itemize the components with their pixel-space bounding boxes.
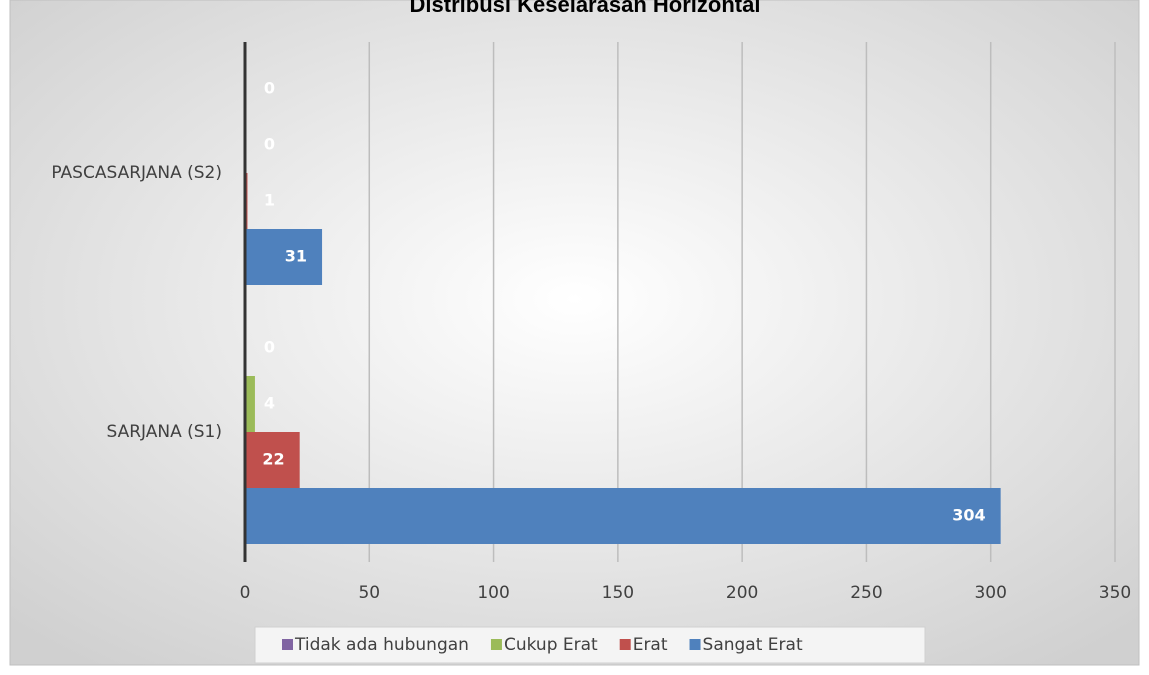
chart-title: Distribusi Keselarasan Horizontal bbox=[410, 0, 761, 17]
legend-label: Cukup Erat bbox=[504, 635, 598, 655]
legend-swatch bbox=[282, 639, 293, 650]
data-label: 1 bbox=[264, 191, 275, 210]
x-tick-label: 100 bbox=[477, 583, 509, 603]
legend-swatch bbox=[490, 639, 502, 650]
bars: PASCASARJANA (S2) 0 0 1 31 SARJANA (S1) 0 4 22 30… bbox=[51, 79, 1001, 544]
bar bbox=[245, 432, 300, 488]
y-tick-label: PASCASARJANA (S2) bbox=[51, 163, 222, 183]
x-tick-label: 300 bbox=[974, 583, 1006, 603]
data-label: 0 bbox=[264, 79, 275, 98]
x-tick-label: 250 bbox=[850, 583, 882, 603]
data-label: 22 bbox=[262, 450, 284, 469]
legend-swatch bbox=[689, 639, 701, 650]
bar bbox=[245, 488, 1001, 544]
data-label: 4 bbox=[264, 394, 275, 413]
grid: 0 50 100 150 200 250 300 350 bbox=[240, 42, 1131, 603]
data-label: 0 bbox=[264, 135, 275, 154]
x-tick-label: 200 bbox=[726, 583, 758, 603]
x-tick-label: 0 bbox=[240, 583, 251, 603]
x-tick-label: 350 bbox=[1099, 583, 1131, 603]
legend-label: Erat bbox=[633, 635, 668, 655]
legend-swatch bbox=[619, 639, 631, 650]
bar bbox=[245, 229, 323, 285]
legend-label: Sangat Erat bbox=[703, 635, 803, 655]
legend bbox=[254, 626, 926, 664]
x-tick-label: 50 bbox=[358, 583, 380, 603]
data-label: 31 bbox=[285, 247, 307, 266]
bar bbox=[245, 376, 255, 432]
data-label: 0 bbox=[264, 338, 275, 357]
data-label: 304 bbox=[952, 506, 985, 525]
legend-items: Tidak ada hubungan Cukup Erat Erat Sangat E… bbox=[282, 635, 803, 655]
legend-label: Tidak ada hubungan bbox=[294, 635, 469, 655]
x-tick-label: 150 bbox=[602, 583, 634, 603]
chart-background bbox=[9, 0, 1140, 666]
y-tick-label: SARJANA (S1) bbox=[106, 422, 222, 442]
